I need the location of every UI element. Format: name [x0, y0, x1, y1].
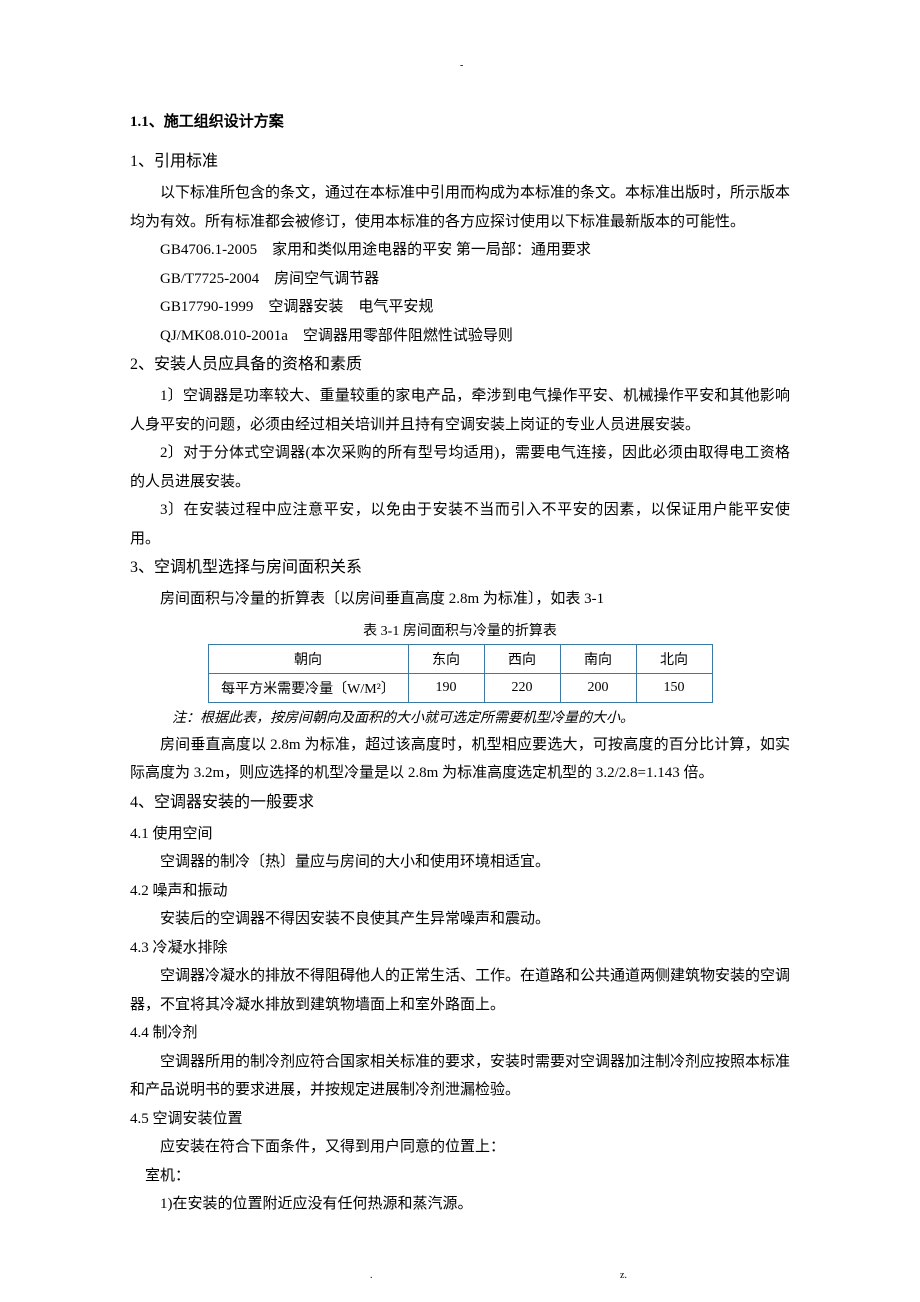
table-row: 朝向 东向 西向 南向 北向: [208, 644, 712, 673]
s4-sub5-title: 4.5 空调安装位置: [130, 1105, 790, 1134]
s2-para2-text: 2〕对于分体式空调器(本次采购的所有型号均适用)，需要电气连接，因此必须由取得电…: [130, 445, 790, 490]
s4-sub3-title: 4.3 冷凝水排除: [130, 934, 790, 963]
s1-para1: 以下标准所包含的条文，通过在本标准中引用而构成为本标准的条文。本标准出版时，所示…: [130, 179, 790, 236]
table-note: 注：根据此表，按房间朝向及面积的大小就可选定所需要机型冷量的大小。: [130, 707, 790, 727]
s2-para3-text: 3〕在安装过程中应注意平安，以免由于安装不当而引入不平安的因素，以保证用户能平安…: [130, 502, 790, 547]
s1-std2: GB/T7725-2004 房间空气调节器: [130, 265, 790, 294]
conversion-table: 朝向 东向 西向 南向 北向 每平方米需要冷量〔W/M²〕 190 220 20…: [208, 644, 713, 703]
table-cell: 200: [560, 673, 636, 702]
table-header-cell: 南向: [560, 644, 636, 673]
table-header-cell: 朝向: [208, 644, 408, 673]
s3-para2-text: 房间垂直高度以 2.8m 为标准，超过该高度时，机型相应要选大，可按高度的百分比…: [130, 737, 790, 782]
section-4-title: 4、空调器安装的一般要求: [130, 788, 790, 812]
s4-sub2-para: 安装后的空调器不得因安装不良使其产生异常噪声和震动。: [130, 905, 790, 934]
s3-para1: 房间面积与冷量的折算表〔以房间垂直高度 2.8m 为标准〕，如表 3-1: [130, 585, 790, 614]
s2-para2: 2〕对于分体式空调器(本次采购的所有型号均适用)，需要电气连接，因此必须由取得电…: [130, 439, 790, 496]
s1-std4: QJ/MK08.010-2001a 空调器用零部件阻燃性试验导则: [130, 322, 790, 351]
s4-sub4-title: 4.4 制冷剂: [130, 1019, 790, 1048]
s2-para1: 1〕空调器是功率较大、重量较重的家电产品，牵涉到电气操作平安、机械操作平安和其他…: [130, 382, 790, 439]
s4-sub5-para1: 应安装在符合下面条件，又得到用户同意的位置上：: [130, 1133, 790, 1162]
footer-dot: .: [370, 1270, 373, 1281]
s4-sub1-para: 空调器的制冷〔热〕量应与房间的大小和使用环境相适宜。: [130, 848, 790, 877]
s2-para3: 3〕在安装过程中应注意平安，以免由于安装不当而引入不平安的因素，以保证用户能平安…: [130, 496, 790, 553]
s4-sub1-title: 4.1 使用空间: [130, 820, 790, 849]
s4-sub3-para: 空调器冷凝水的排放不得阻碍他人的正常生活、工作。在道路和公共通道两侧建筑物安装的…: [130, 962, 790, 1019]
s4-sub4-para: 空调器所用的制冷剂应符合国家相关标准的要求，安装时需要对空调器加注制冷剂应按照本…: [130, 1048, 790, 1105]
section-1-title: 1、引用标准: [130, 147, 790, 171]
s1-std3: GB17790-1999 空调器安装 电气平安规: [130, 293, 790, 322]
table-cell: 220: [484, 673, 560, 702]
table-cell: 每平方米需要冷量〔W/M²〕: [208, 673, 408, 702]
table-header-cell: 东向: [408, 644, 484, 673]
s4-sub2-title: 4.2 噪声和振动: [130, 877, 790, 906]
table-caption: 表 3-1 房间面积与冷量的折算表: [130, 620, 790, 640]
table-header-cell: 北向: [636, 644, 712, 673]
footer-z: z.: [620, 1270, 627, 1281]
section-2-title: 2、安装人员应具备的资格和素质: [130, 350, 790, 374]
s1-std1: GB4706.1-2005 家用和类似用途电器的平安 第一局部：通用要求: [130, 236, 790, 265]
s2-para1-text: 1〕空调器是功率较大、重量较重的家电产品，牵涉到电气操作平安、机械操作平安和其他…: [130, 388, 790, 433]
s1-para1-text: 以下标准所包含的条文，通过在本标准中引用而构成为本标准的条文。本标准出版时，所示…: [130, 185, 790, 230]
s4-sub5-para3: 1)在安装的位置附近应没有任何热源和蒸汽源。: [130, 1190, 790, 1219]
table-cell: 150: [636, 673, 712, 702]
s4-sub3-text: 空调器冷凝水的排放不得阻碍他人的正常生活、工作。在道路和公共通道两侧建筑物安装的…: [130, 968, 790, 1013]
main-heading: 1.1、施工组织设计方案: [130, 110, 790, 131]
s3-para2: 房间垂直高度以 2.8m 为标准，超过该高度时，机型相应要选大，可按高度的百分比…: [130, 731, 790, 788]
table-row: 每平方米需要冷量〔W/M²〕 190 220 200 150: [208, 673, 712, 702]
table-cell: 190: [408, 673, 484, 702]
section-3-title: 3、空调机型选择与房间面积关系: [130, 553, 790, 577]
top-dash: -: [460, 60, 463, 71]
s4-sub5-para2: 室机：: [130, 1162, 790, 1191]
table-header-cell: 西向: [484, 644, 560, 673]
s4-sub4-text: 空调器所用的制冷剂应符合国家相关标准的要求，安装时需要对空调器加注制冷剂应按照本…: [130, 1054, 790, 1099]
